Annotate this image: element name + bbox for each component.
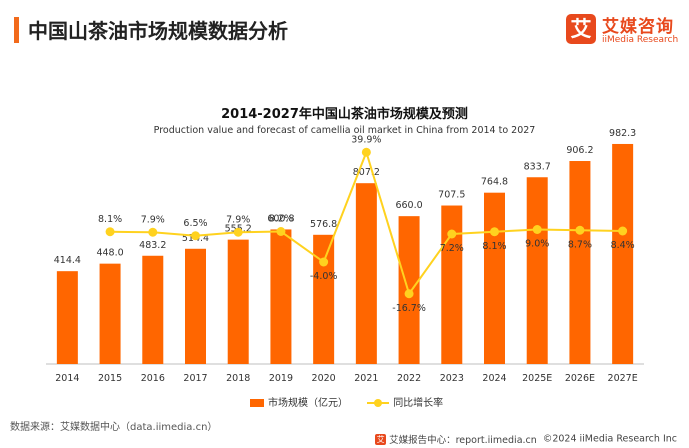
growth-rate-label: -4.0% [310,271,338,282]
bar [484,192,505,364]
growth-point [532,225,542,234]
growth-rate-label: 39.9% [351,134,381,145]
x-tick-label: 2016 [141,373,165,384]
bar-value-label: 576.8 [310,219,337,230]
data-source-note: 数据来源：艾媒数据中心（data.iimedia.cn） [10,422,218,433]
bar [227,239,249,364]
bar-value-label: 483.2 [139,240,166,251]
legend-label-market-size: 市场规模（亿元） [268,398,348,409]
x-tick-label: 2025E [522,373,552,384]
title-accent-bar [14,17,19,43]
growth-rate-label: 7.2% [440,243,464,254]
chart-subtitle: Production value and forecast of camelli… [153,125,536,136]
logo-text-cn: 艾媒咨询 [602,17,674,37]
growth-point [361,147,371,157]
growth-rate-label: 7.9% [141,214,165,225]
growth-rate-label: 6.5% [183,218,207,229]
bar-value-label: 707.5 [438,190,465,201]
growth-point [319,257,329,267]
copyright-text: ©2024 iiMedia Research Inc [542,433,677,445]
growth-point [105,227,115,237]
logo-mark: 艾 [566,14,596,44]
bar [99,263,121,364]
bar-value-label: 660.0 [395,200,422,211]
x-tick-label: 2018 [226,373,250,384]
x-tick-label: 2020 [312,373,336,384]
x-tick-label: 2022 [397,373,421,384]
growth-point [148,227,158,237]
bar [313,234,335,364]
legend-bar-swatch [250,399,264,407]
bar [270,229,292,364]
growth-point [233,227,243,237]
bar [569,161,591,364]
bar [355,183,377,364]
growth-point [575,225,585,235]
growth-rate-label: 8.7% [568,239,592,250]
chart-title: 2014-2027年中国山茶油市场规模及预测 [221,107,468,122]
x-tick-label: 2014 [55,373,79,384]
x-tick-label: 2021 [354,373,378,384]
x-tick-label: 2026E [565,373,595,384]
bar-value-label: 807.2 [353,167,380,178]
x-tick-label: 2019 [269,373,293,384]
growth-rate-label: 8.1% [98,214,122,225]
legend-item-market-size: 市场规模（亿元） [250,394,348,409]
x-tick-label: 2024 [482,373,506,384]
x-tick-label: 2023 [440,373,464,384]
growth-point [404,289,414,299]
bar [56,271,78,364]
bar-value-label: 414.4 [54,255,81,266]
x-tick-label: 2017 [183,373,207,384]
growth-point [276,227,286,236]
growth-rate-label: 9.0% [525,239,549,250]
bar-value-label: 448.0 [96,248,123,259]
legend-line-swatch [367,399,390,407]
x-tick-label: 2015 [98,373,122,384]
report-center-icon: 艾 [375,433,387,445]
bar-value-label: 764.8 [481,177,508,188]
bar [185,248,206,364]
bar-value-label: 833.7 [524,161,551,172]
bar-value-label: 600.8 [267,213,294,224]
growth-rate-label: 8.2% [269,214,293,225]
growth-rate-label: 8.4% [611,240,635,251]
report-center-text: 艾媒报告中心：report.iimedia.cn [389,435,537,446]
bar [612,143,634,364]
logo-text-en: iiMedia Research [602,35,679,45]
growth-point [490,227,499,237]
bar-value-label: 906.2 [566,145,593,156]
bar [526,177,548,364]
growth-point [447,229,457,239]
bar-value-label: 982.3 [609,128,636,139]
bar [142,255,164,364]
footer: 艾艾媒报告中心：report.iimedia.cn ©2024 iiMedia … [375,432,677,446]
bar [441,205,463,364]
growth-point [191,231,200,241]
brand-logo: 艾 艾媒咨询 iiMedia Research [566,12,682,52]
growth-point [618,226,628,236]
legend-label-growth-rate: 同比增长率 [393,398,444,409]
growth-rate-label: -16.7% [392,303,426,314]
legend-item-growth-rate: 同比增长率 [367,394,443,409]
chart-legend: 市场规模（亿元） 同比增长率 [250,394,459,409]
page-title: 中国山茶油市场规模数据分析 [28,19,288,43]
growth-rate-label: 8.1% [482,241,506,252]
growth-rate-label: 7.9% [226,214,250,225]
x-tick-label: 2027E [608,373,638,384]
